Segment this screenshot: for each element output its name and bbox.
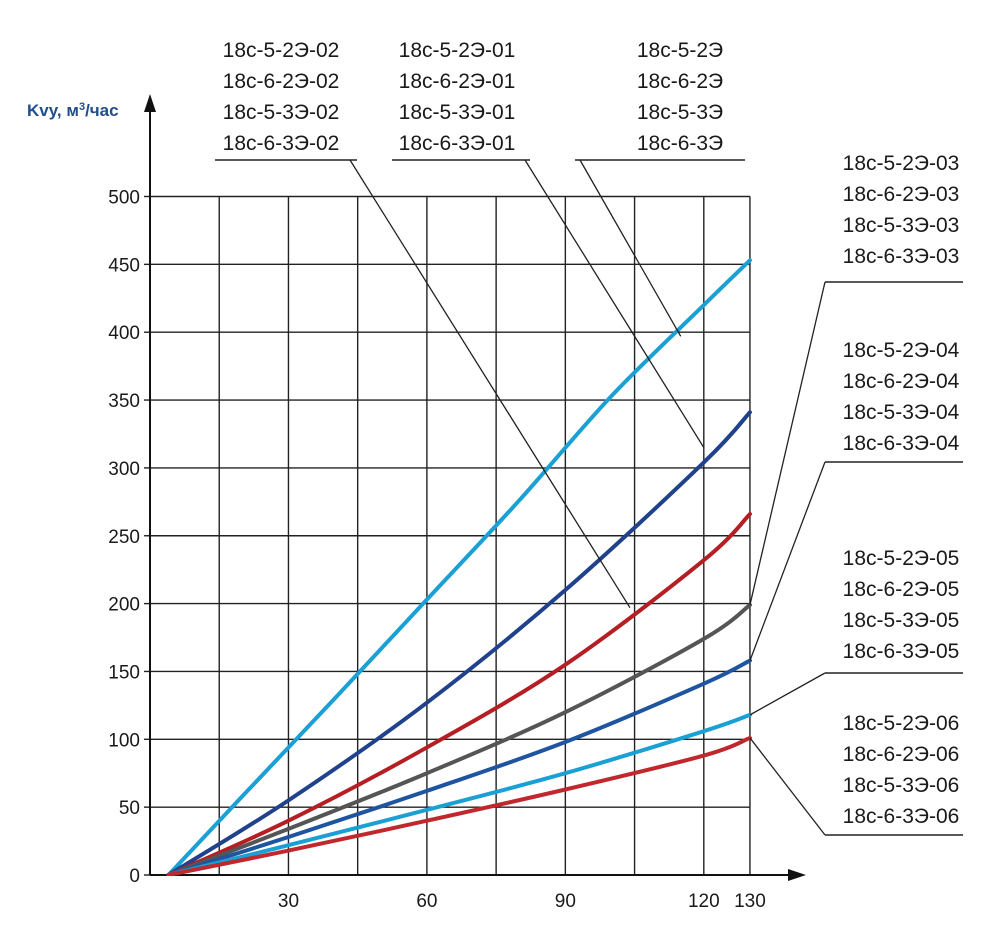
axes	[144, 94, 806, 881]
model-label: 18с-5-2Э-06	[843, 712, 960, 735]
y-axis-arrow-icon	[144, 94, 156, 112]
model-label: 18с-6-2Э-03	[843, 183, 960, 206]
model-label-group: 18с-5-2Э-05 18с-6-2Э-05 18с-5-3Э-05 18с-6-3…	[749, 547, 963, 716]
model-label: 18с-5-2Э-03	[843, 152, 960, 175]
model-label: 18с-5-3Э-01	[399, 101, 516, 124]
model-label: 18с-5-3Э-04	[843, 401, 960, 424]
model-label: 18с-5-3Э-03	[843, 214, 960, 237]
model-label: 18с-6-3Э-02	[223, 132, 340, 155]
model-label-group: 18с-5-2Э-02 18с-6-2Э-02 18с-5-3Э-02 18с-6-3…	[215, 39, 631, 609]
model-label: 18с-6-2Э-06	[843, 743, 960, 766]
leader-line	[524, 159, 705, 448]
model-label-group: 18с-5-2Э-01 18с-6-2Э-01 18с-5-3Э-01 18с-6-3…	[392, 39, 705, 448]
model-label: 18с-5-3Э-06	[843, 774, 960, 797]
y-tick-label: 400	[108, 323, 140, 344]
x-tick-label: 90	[555, 891, 576, 912]
model-label: 18с-5-3Э-05	[843, 609, 960, 632]
model-label: 18с-5-2Э-05	[843, 547, 960, 570]
model-label-group: 18с-5-2Э 18с-6-2Э 18с-5-3Э 18с-6-3Э	[575, 39, 745, 337]
model-label: 18с-6-3Э-06	[843, 805, 960, 828]
x-tick-label: 130	[734, 891, 766, 912]
leader-line	[749, 461, 826, 661]
x-tick-label: 120	[688, 891, 720, 912]
series-line-6	[166, 712, 752, 876]
model-label: 18с-5-2Э-02	[223, 39, 340, 62]
model-label: 18с-6-2Э-02	[223, 70, 340, 93]
model-label: 18с-6-3Э-04	[843, 432, 960, 455]
model-label: 18с-6-2Э-01	[399, 70, 516, 93]
leader-line	[749, 672, 826, 716]
model-label: 18с-6-3Э	[637, 132, 723, 155]
x-tick-label: 30	[278, 891, 299, 912]
leader-line	[749, 281, 826, 606]
model-label: 18с-6-2Э-05	[843, 578, 960, 601]
y-tick-label: 150	[108, 662, 140, 683]
model-label-group: 18с-5-2Э-06 18с-6-2Э-06 18с-5-3Э-06 18с-6-3…	[749, 712, 963, 836]
model-label-group: 18с-5-2Э-03 18с-6-2Э-03 18с-5-3Э-03 18с-6-3…	[749, 152, 963, 606]
y-tick-label: 200	[108, 595, 140, 616]
series-line-7	[166, 735, 752, 876]
model-label: 18с-5-3Э	[637, 101, 723, 124]
model-label-group: 18с-5-2Э-04 18с-6-2Э-04 18с-5-3Э-04 18с-6-3…	[749, 339, 963, 661]
x-tick-labels: 30 60 90 120 130	[278, 891, 766, 912]
model-label: 18с-5-2Э-01	[399, 39, 516, 62]
x-axis-arrow-icon	[788, 869, 806, 881]
model-label: 18с-5-2Э	[637, 39, 723, 62]
y-tick-label: 50	[119, 798, 140, 819]
series-line-1	[166, 258, 752, 876]
annotations: 18с-5-2Э-02 18с-6-2Э-02 18с-5-3Э-02 18с-6-3…	[215, 39, 963, 836]
y-tick-label: 250	[108, 527, 140, 548]
leader-line	[579, 159, 682, 337]
y-tick-label: 500	[108, 188, 140, 209]
model-label: 18с-6-2Э	[637, 70, 723, 93]
model-label: 18с-6-3Э-01	[399, 132, 516, 155]
y-tick-label: 350	[108, 391, 140, 412]
series-line-2	[166, 410, 752, 876]
y-tick-labels: 0 50 100 150 200 250 300 350 400 450 500	[108, 188, 140, 888]
series-line-5	[166, 658, 752, 876]
series-line-4	[166, 602, 752, 876]
series-lines	[166, 258, 752, 876]
model-label: 18с-5-3Э-02	[223, 101, 340, 124]
model-label: 18с-6-2Э-04	[843, 370, 960, 393]
y-tick-label: 300	[108, 459, 140, 480]
series-line-3	[166, 512, 752, 876]
leader-line	[749, 737, 826, 836]
grid	[144, 195, 751, 876]
y-tick-label: 450	[108, 255, 140, 276]
y-tick-label: 100	[108, 730, 140, 751]
model-label: 18с-6-3Э-03	[843, 245, 960, 268]
y-axis-label: Kvy, м3/час	[27, 101, 119, 120]
model-label: 18с-6-3Э-05	[843, 640, 960, 663]
x-tick-label: 60	[416, 891, 437, 912]
model-label: 18с-5-2Э-04	[843, 339, 960, 362]
y-tick-label: 0	[129, 866, 140, 887]
leader-line	[349, 159, 631, 609]
